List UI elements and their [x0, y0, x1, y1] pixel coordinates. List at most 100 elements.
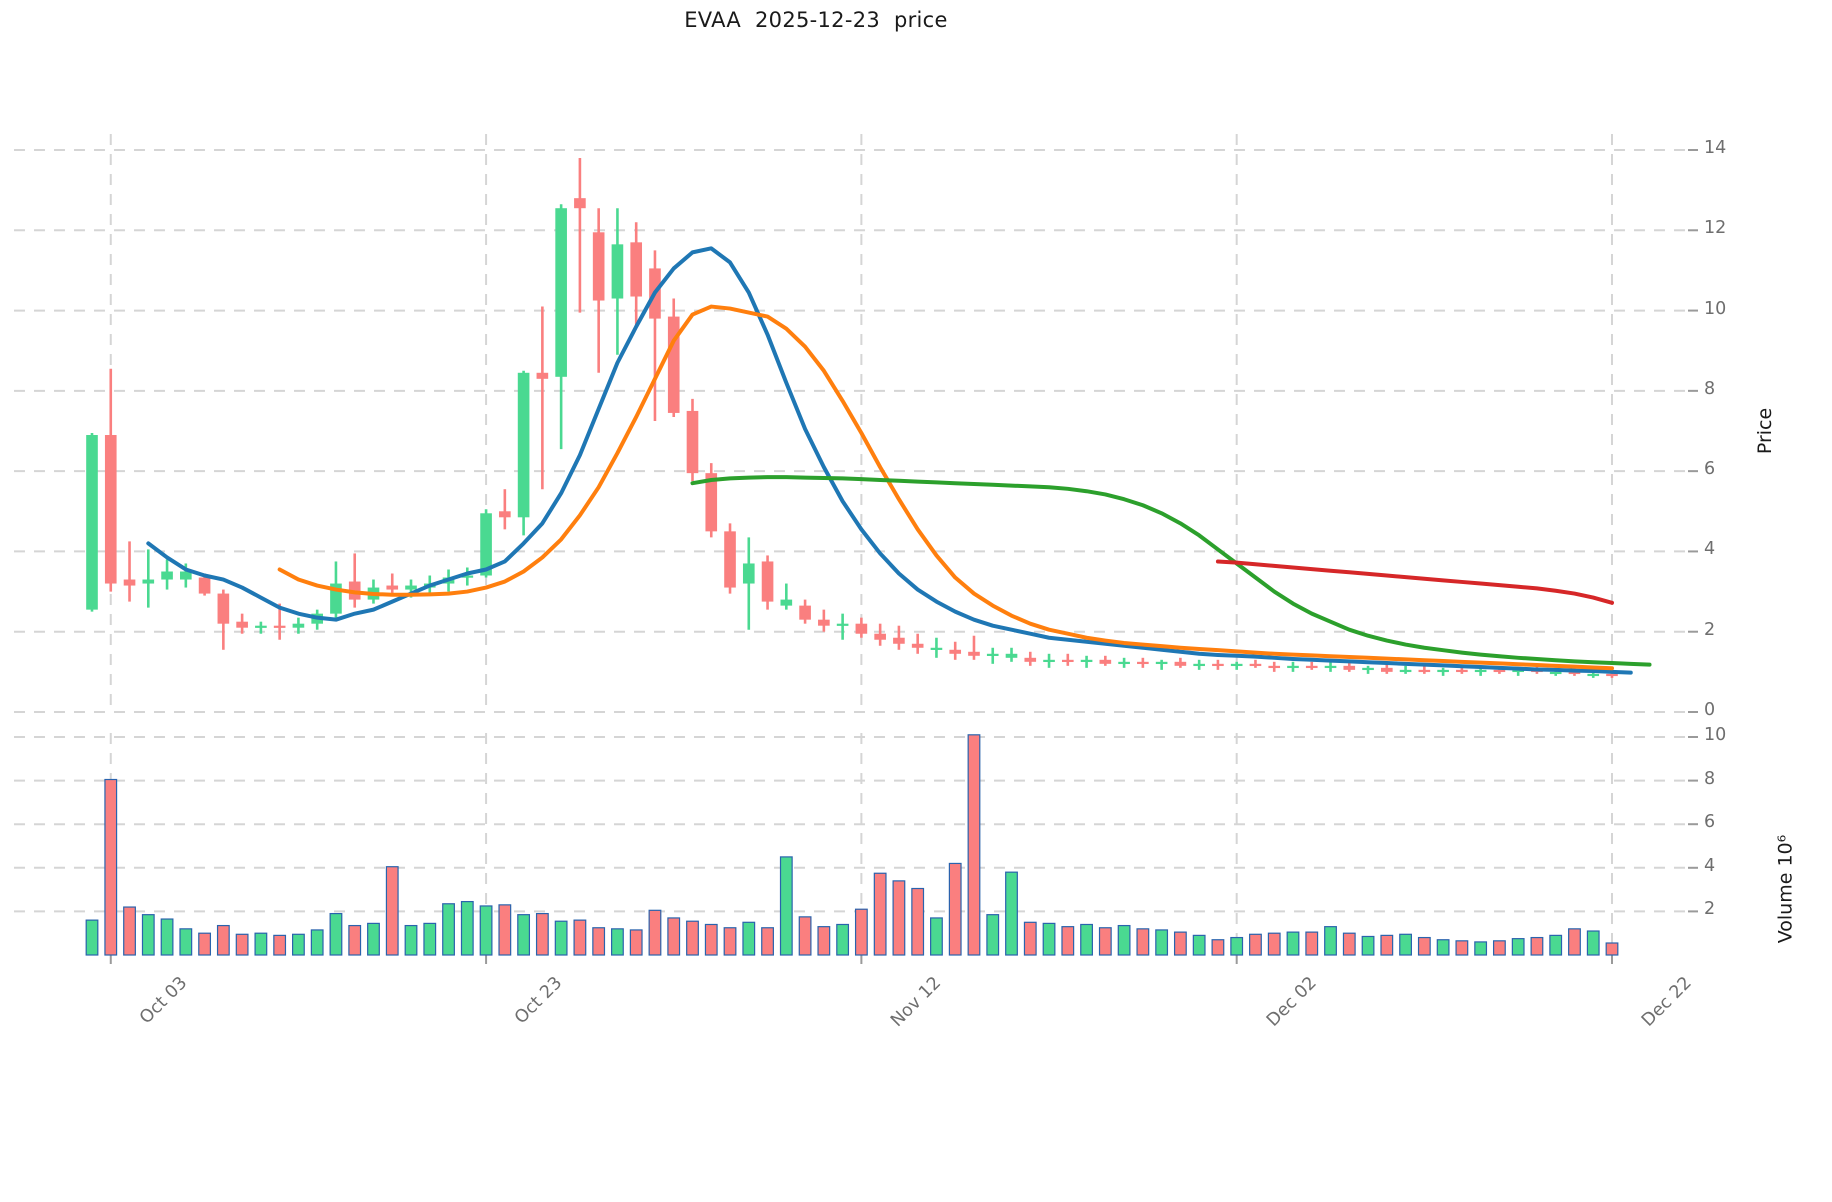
candle-body — [1005, 653, 1018, 658]
candle-body — [180, 571, 192, 580]
candle-body — [761, 561, 774, 602]
volume-bar — [1192, 934, 1206, 956]
price-tick-label: 12 — [1704, 218, 1727, 239]
candle-body — [499, 511, 511, 518]
candle-body — [968, 651, 980, 656]
volume-bar — [704, 923, 718, 956]
candle-body — [292, 623, 305, 628]
price-tick-label: 6 — [1704, 459, 1716, 480]
candle-body — [273, 625, 286, 628]
volume-bar — [892, 880, 906, 956]
volume-bar — [648, 909, 662, 956]
volume-bar — [1399, 933, 1412, 956]
candle-body — [818, 619, 830, 626]
candle-body — [1474, 669, 1487, 673]
volume-bar — [1155, 929, 1169, 956]
volume-bar — [1436, 939, 1450, 956]
candle-body — [123, 579, 136, 586]
volume-bar — [123, 906, 136, 956]
candle-body — [1418, 669, 1431, 673]
volume-series — [85, 734, 1619, 956]
candle-body — [724, 531, 736, 588]
volume-bar — [573, 919, 587, 956]
volume-bar — [629, 929, 643, 956]
candle-body — [1268, 665, 1281, 669]
volume-bar — [1061, 926, 1075, 956]
candle-body — [611, 244, 624, 299]
candle-body — [780, 599, 793, 606]
volume-bar — [686, 920, 699, 956]
volume-bar — [254, 932, 268, 956]
volume-bar — [1455, 940, 1469, 956]
volume-bar — [1324, 926, 1337, 956]
candle-body — [255, 625, 267, 628]
volume-bar — [479, 905, 493, 956]
candle-body — [1230, 663, 1243, 667]
volume-bar — [798, 916, 812, 956]
volume-bar — [1211, 939, 1225, 956]
volume-bar — [348, 924, 362, 956]
candle-body — [855, 623, 868, 634]
candle-body — [236, 621, 248, 628]
price-tick-label: 4 — [1704, 539, 1716, 560]
volume-bar — [967, 734, 981, 956]
candle-body — [592, 232, 605, 301]
volume-bar — [216, 924, 230, 956]
volume-tick-label: 8 — [1704, 768, 1716, 789]
volume-bar — [1023, 921, 1037, 956]
candle-body — [1137, 661, 1149, 665]
grid-lines — [14, 134, 1698, 964]
volume-bar — [1511, 938, 1525, 956]
price-tick-label: 10 — [1704, 298, 1727, 319]
volume-bar — [1267, 932, 1281, 956]
volume-bar — [1005, 871, 1018, 956]
price-tick-label: 14 — [1704, 138, 1727, 158]
candle-body — [1456, 669, 1468, 673]
candle-body — [1043, 659, 1055, 663]
volume-bar — [779, 856, 793, 956]
volume-bar — [1080, 923, 1093, 956]
candle-body — [1024, 657, 1037, 662]
candle-body — [1512, 669, 1524, 673]
volume-bar — [460, 900, 474, 956]
candle-body — [217, 593, 230, 624]
volume-bar — [1342, 932, 1356, 956]
candle-body — [86, 435, 98, 610]
candle-body — [836, 623, 849, 626]
volume-bar — [930, 917, 943, 956]
page-title: EVAA 2025-12-23 price — [684, 8, 948, 32]
candle-body — [555, 208, 567, 377]
volume-bar — [442, 903, 455, 956]
volume-bar — [1492, 940, 1506, 956]
candle-body — [536, 372, 549, 379]
volume-bar — [1605, 942, 1619, 956]
volume-bar — [1136, 928, 1150, 956]
volume-bar — [761, 927, 774, 956]
candle-body — [1343, 665, 1356, 670]
candle-body — [1099, 659, 1112, 664]
volume-bar — [235, 933, 249, 956]
volume-bar — [1474, 941, 1488, 956]
candle-body — [986, 653, 999, 656]
ma-line-ma_mid — [277, 304, 1614, 671]
volume-bar — [1305, 931, 1319, 956]
volume-bar — [911, 887, 925, 956]
volume-bar — [1568, 928, 1581, 956]
candle-body — [142, 579, 155, 584]
volume-bar — [667, 917, 681, 956]
candle-body — [574, 198, 586, 209]
candle-body — [1606, 673, 1618, 677]
volume-bar — [517, 914, 531, 956]
ma-line-ma_xlong — [1215, 559, 1614, 605]
candle-body — [949, 649, 962, 654]
candle-body — [386, 585, 399, 590]
volume-bar — [198, 932, 212, 956]
volume-bar — [948, 862, 962, 956]
volume-tick-label: 10 — [1704, 725, 1727, 745]
volume-bar — [85, 919, 99, 956]
volume-bar — [1549, 934, 1563, 956]
volume-bar — [1042, 922, 1056, 956]
candle-body — [1212, 663, 1224, 667]
candle-body — [461, 575, 474, 578]
